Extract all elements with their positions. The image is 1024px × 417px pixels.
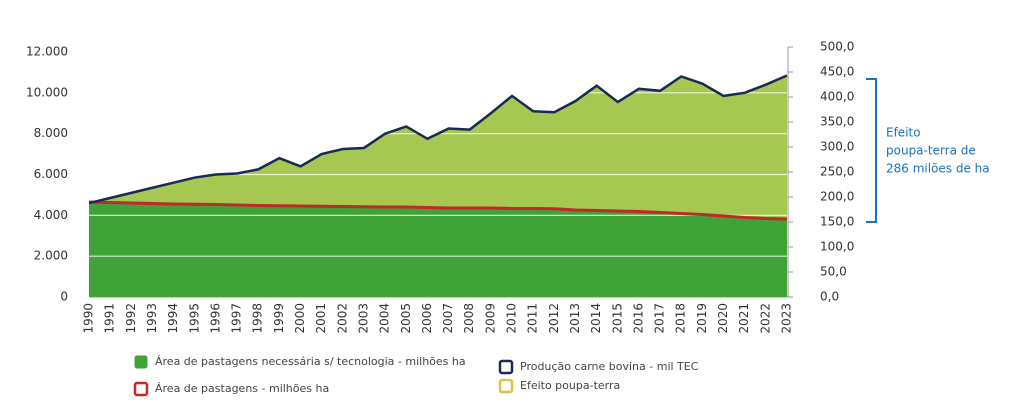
y2-tick-label: 100,0 [820,240,854,254]
y2-tick-label: 500,0 [820,40,854,54]
x-tick-label: 1994 [166,303,180,334]
y-tick-label: 8.000 [34,126,68,140]
y-tick-label: 4.000 [34,208,68,222]
x-tick-label: 2020 [716,303,730,334]
y2-tick-label: 200,0 [820,190,854,204]
y2-tick-label: 450,0 [820,65,854,79]
y-tick-label: 12.000 [26,45,68,59]
x-tick-label: 1998 [251,303,265,334]
x-tick-label: 2008 [462,303,476,334]
annotation: 286 milões de ha [886,162,990,176]
x-tick-label: 2000 [293,303,307,334]
line [88,200,788,221]
x-tick-label: 2017 [653,303,667,334]
x-tick-label: 2001 [314,303,328,334]
x-tick-label: 2007 [441,303,455,334]
y-tick-label: 2.000 [34,249,68,263]
x-tick-label: 2019 [695,303,709,334]
x-tick-label: 2023 [780,303,794,334]
y2-tick-label: 350,0 [820,115,854,129]
x-tick-label: 2018 [674,303,688,334]
legend-label: Área de pastagens - milhões ha [155,382,329,395]
x-tick-label: 2012 [547,303,561,334]
x-tick-label: 1992 [124,303,138,334]
x-tick-label: 2014 [589,303,603,334]
x-tick-label: 2013 [568,303,582,334]
y2-tick-label: 50,0 [820,265,847,279]
annotation: poupa-terra de [886,144,976,158]
annotation: Efeito [886,126,921,140]
y2-tick-label: 400,0 [820,90,854,104]
y-tick-label: 6.000 [34,167,68,181]
x-tick-label: 1993 [145,303,159,334]
y2-tick-label: 150,0 [820,215,854,229]
x-tick-label: 2009 [483,303,497,334]
x-tick-label: 2015 [610,303,624,334]
x-tick-label: 2011 [526,303,540,334]
legend: Área de pastagens necessária s/ tecnolog… [133,355,699,397]
legend-label: Efeito poupa-terra [520,379,620,392]
x-tick-label: 2005 [399,303,413,334]
y2-tick-label: 250,0 [820,165,854,179]
x-tick-label: 2010 [505,303,519,334]
legend-swatch [498,378,514,394]
x-tick-label: 1991 [103,303,117,334]
x-tick-label: 2022 [758,303,772,334]
x-tick-label: 2016 [631,303,645,334]
y2-tick-label: 300,0 [820,140,854,154]
x-tick-label: 2004 [378,303,392,334]
bracket [866,78,877,223]
x-tick-label: 2003 [356,303,370,334]
legend-label: Área de pastagens necessária s/ tecnolog… [155,355,466,368]
y-tick-label: 10.000 [26,85,68,99]
legend-swatch [133,381,149,397]
legend-label: Produção carne bovina - mil TEC [520,360,699,373]
x-tick-label: 1996 [208,303,222,334]
x-tick-label: 1995 [187,303,201,334]
x-tick-label: 2002 [335,303,349,334]
x-tick-label: 1999 [272,303,286,334]
y-tick-label: 0 [60,290,68,304]
line [88,74,788,205]
x-tick-label: 1990 [82,303,96,334]
x-tick-label: 2006 [420,303,434,334]
x-tick-label: 1997 [230,303,244,334]
legend-swatch [498,359,514,375]
x-tick-label: 2021 [737,303,751,334]
legend-swatch [134,355,148,369]
area [89,202,787,297]
y2-tick-label: 0,0 [820,290,839,304]
